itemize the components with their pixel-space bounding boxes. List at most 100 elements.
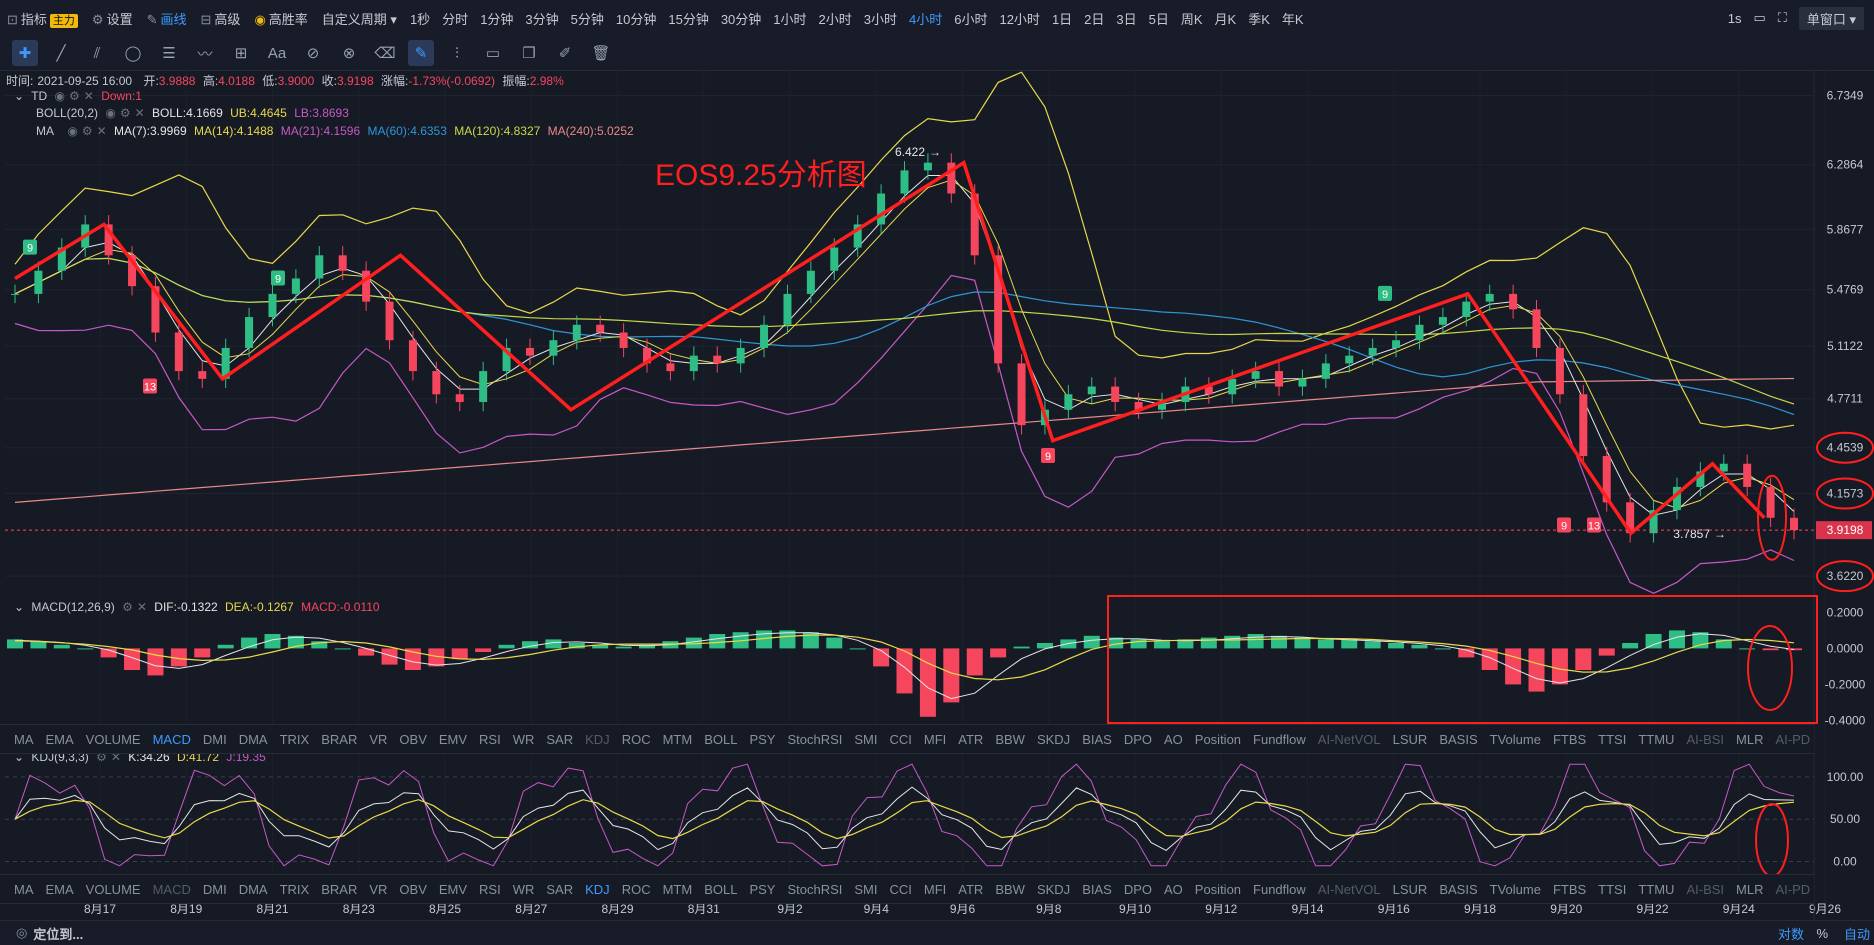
menu-item-3[interactable]: ⊟ 高级 bbox=[194, 9, 248, 28]
ellipse-icon[interactable]: ◯ bbox=[124, 45, 142, 62]
indicator-tab-position[interactable]: Position bbox=[1194, 731, 1242, 747]
indicator-tab-bbw[interactable]: BBW bbox=[995, 731, 1025, 747]
indicator-tab-ma[interactable]: MA bbox=[14, 881, 34, 897]
indicator-tab-brar[interactable]: BRAR bbox=[321, 731, 358, 747]
indicator-tab-sar[interactable]: SAR bbox=[546, 731, 574, 747]
indicator-tab-macd[interactable]: MACD bbox=[152, 731, 191, 747]
period-13[interactable]: 12小时 bbox=[999, 11, 1040, 27]
indicator-tab-rsi[interactable]: RSI bbox=[479, 731, 501, 747]
indicator-tab-dma[interactable]: DMA bbox=[238, 731, 268, 747]
indicator-tab-dpo[interactable]: DPO bbox=[1123, 731, 1152, 747]
window-restore-icon[interactable]: ▭ bbox=[1753, 10, 1766, 25]
indicator-tab-ai-bsi[interactable]: AI-BSI bbox=[1686, 881, 1725, 897]
indicator-tab-ai-pd[interactable]: AI-PD bbox=[1775, 881, 1811, 897]
indicator-tab-ema[interactable]: EMA bbox=[45, 731, 74, 747]
indicator-tab-ao[interactable]: AO bbox=[1163, 731, 1183, 747]
indicator-tab-ftbs[interactable]: FTBS bbox=[1552, 881, 1587, 897]
indicator-tab-mtm[interactable]: MTM bbox=[662, 731, 693, 747]
line-icon[interactable]: ╱ bbox=[56, 45, 66, 62]
period-1[interactable]: 分时 bbox=[442, 11, 469, 27]
lock-icon[interactable]: ⊗ bbox=[342, 45, 356, 62]
indicator-tab-wr[interactable]: WR bbox=[512, 881, 535, 897]
indicator-tab-dmi[interactable]: DMI bbox=[202, 881, 227, 897]
collapse-icon[interactable]: ⌄ bbox=[14, 750, 25, 764]
indicator-tab-fundflow[interactable]: Fundflow bbox=[1253, 731, 1306, 747]
indicator-tab-roc[interactable]: ROC bbox=[621, 731, 651, 747]
fullscreen-icon[interactable]: ⛶ bbox=[1777, 10, 1787, 25]
indicator-tab-ftbs[interactable]: FTBS bbox=[1552, 731, 1587, 747]
period-6[interactable]: 15分钟 bbox=[668, 11, 709, 27]
fib-icon[interactable]: ☰ bbox=[162, 45, 176, 62]
clipboard-icon[interactable]: ▭ bbox=[485, 45, 501, 62]
period-8[interactable]: 1小时 bbox=[773, 11, 807, 27]
indicator-tab-boll[interactable]: BOLL bbox=[704, 731, 738, 747]
trash-icon[interactable]: 🗑 bbox=[591, 45, 611, 62]
indicator-tab-fundflow[interactable]: Fundflow bbox=[1253, 881, 1306, 897]
indicator-tab-emv[interactable]: EMV bbox=[438, 731, 468, 747]
indicator-tab-ttmu[interactable]: TTMU bbox=[1638, 881, 1675, 897]
indicator-tab-brar[interactable]: BRAR bbox=[321, 881, 358, 897]
period-5[interactable]: 10分钟 bbox=[615, 11, 657, 27]
indicator-tab-kdj[interactable]: KDJ bbox=[585, 881, 610, 897]
indicator-tab-ai-netvol[interactable]: AI-NetVOL bbox=[1317, 881, 1381, 897]
period-12[interactable]: 6小时 bbox=[954, 11, 988, 27]
log-scale-toggle[interactable]: 对数 bbox=[1777, 926, 1804, 942]
close-icon[interactable]: ✕ bbox=[134, 106, 145, 120]
period-16[interactable]: 3日 bbox=[1116, 11, 1137, 27]
period-4[interactable]: 5分钟 bbox=[570, 11, 604, 27]
indicator-tab-trix[interactable]: TRIX bbox=[279, 731, 310, 747]
indicator-tab-vr[interactable]: VR bbox=[369, 731, 388, 747]
indicator-tab-bias[interactable]: BIAS bbox=[1082, 731, 1112, 747]
period-10[interactable]: 3小时 bbox=[863, 11, 897, 27]
indicator-tab-basis[interactable]: BASIS bbox=[1439, 881, 1478, 897]
measure-icon[interactable]: ⊞ bbox=[234, 45, 248, 62]
close-icon[interactable]: ✕ bbox=[83, 89, 94, 103]
indicator-tab-ma[interactable]: MA bbox=[14, 731, 34, 747]
indicator-tab-tvolume[interactable]: TVolume bbox=[1489, 881, 1541, 897]
indicator-tab-cci[interactable]: CCI bbox=[889, 881, 912, 897]
indicator-tab-wr[interactable]: WR bbox=[512, 731, 535, 747]
period-20[interactable]: 季K bbox=[1248, 11, 1270, 27]
indicator-tab-boll[interactable]: BOLL bbox=[704, 881, 738, 897]
indicator-tab-bias[interactable]: BIAS bbox=[1082, 881, 1112, 897]
indicator-tab-obv[interactable]: OBV bbox=[399, 731, 427, 747]
auto-scale-toggle[interactable]: 自动 bbox=[1843, 926, 1870, 942]
close-icon[interactable]: ✕ bbox=[110, 750, 121, 764]
text-icon[interactable]: Aa bbox=[267, 44, 287, 62]
indicator-tab-atr[interactable]: ATR bbox=[958, 881, 984, 897]
indicator-tab-smi[interactable]: SMI bbox=[854, 731, 878, 747]
gear-icon[interactable]: ⚙ bbox=[119, 106, 131, 120]
indicator-tab-atr[interactable]: ATR bbox=[958, 731, 984, 747]
indicator-tab-basis[interactable]: BASIS bbox=[1439, 731, 1478, 747]
indicator-tab-rsi[interactable]: RSI bbox=[479, 881, 501, 897]
indicator-tab-dmi[interactable]: DMI bbox=[202, 731, 227, 747]
indicator-tab-psy[interactable]: PSY bbox=[749, 881, 776, 897]
visibility-icon[interactable]: ⫶ bbox=[455, 44, 459, 62]
indicator-tab-mlr[interactable]: MLR bbox=[1736, 731, 1764, 747]
interval-selector[interactable]: 1s bbox=[1727, 10, 1742, 26]
indicator-tab-sar[interactable]: SAR bbox=[546, 881, 574, 897]
eye-icon[interactable]: ◉ bbox=[105, 106, 116, 120]
collapse-icon[interactable]: ⌄ bbox=[14, 600, 25, 614]
indicator-tab-mlr[interactable]: MLR bbox=[1736, 881, 1764, 897]
indicator-tab-ema[interactable]: EMA bbox=[45, 881, 74, 897]
indicator-tab-trix[interactable]: TRIX bbox=[279, 881, 310, 897]
period-21[interactable]: 年K bbox=[1281, 11, 1304, 27]
indicator-tab-cci[interactable]: CCI bbox=[889, 731, 912, 747]
indicator-tab-mfi[interactable]: MFI bbox=[923, 731, 947, 747]
period-0[interactable]: 1秒 bbox=[409, 11, 431, 27]
indicator-tab-position[interactable]: Position bbox=[1194, 881, 1242, 897]
eye-icon[interactable]: ◉ bbox=[54, 89, 66, 103]
indicator-tab-smi[interactable]: SMI bbox=[854, 881, 878, 897]
percent-toggle[interactable]: % bbox=[1816, 925, 1828, 941]
indicator-tab-ttmu[interactable]: TTMU bbox=[1638, 731, 1675, 747]
wave-icon[interactable]: 〰 bbox=[197, 45, 213, 63]
indicator-tab-emv[interactable]: EMV bbox=[438, 881, 468, 897]
window-mode-select[interactable]: 单窗口 ▾ bbox=[1798, 6, 1864, 30]
period-15[interactable]: 2日 bbox=[1084, 11, 1105, 27]
copy-icon[interactable]: ❐ bbox=[522, 45, 536, 62]
menu-item-5[interactable]: 自定义周期 ▾ bbox=[315, 9, 404, 28]
indicator-tab-mtm[interactable]: MTM bbox=[662, 881, 693, 897]
close-icon[interactable]: ✕ bbox=[96, 124, 107, 138]
menu-item-0[interactable]: ⊡ 指标 主力 bbox=[0, 9, 85, 28]
